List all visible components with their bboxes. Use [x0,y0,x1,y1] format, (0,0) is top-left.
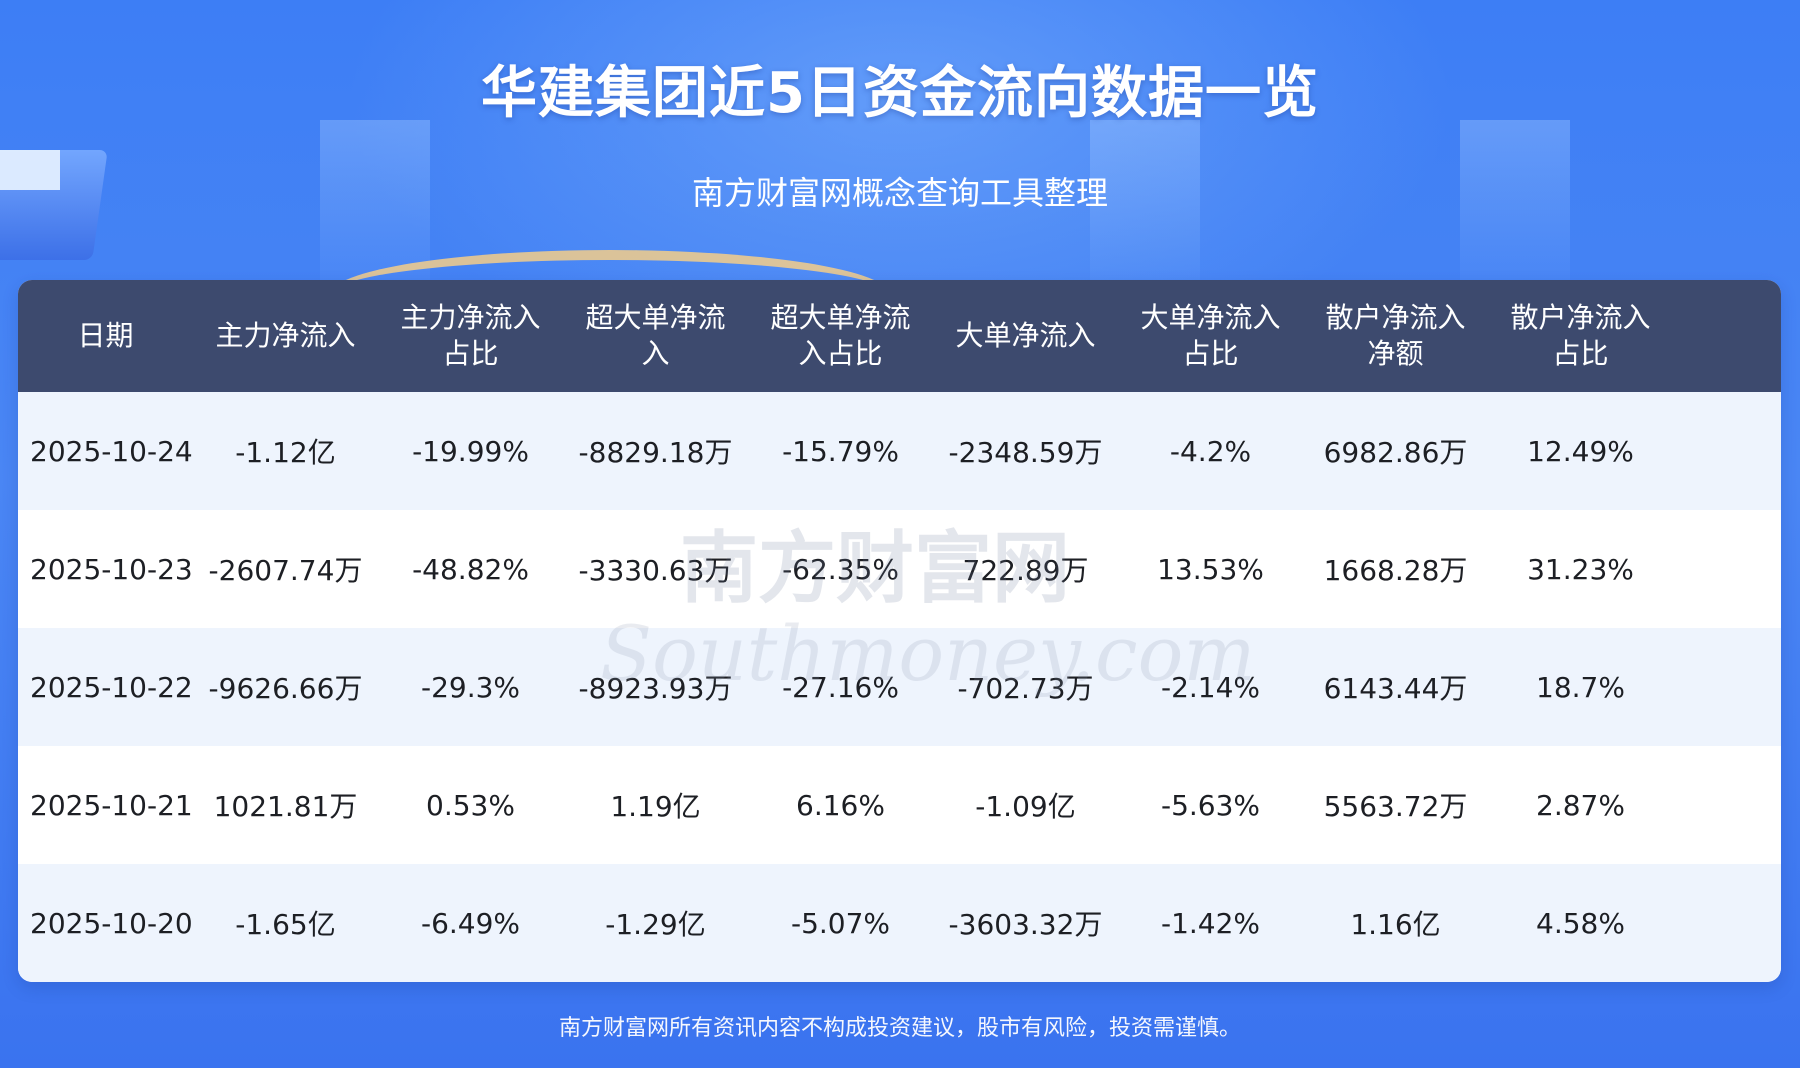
header-date: 日期 [77,319,134,352]
cell-xl-ratio: -27.16% [782,670,899,704]
decorative-panel [1460,120,1570,280]
table-row: 2025-10-22 -9626.66万 -29.3% -8923.93万 -2… [18,628,1781,746]
decorative-panel [1090,120,1200,280]
cell-large-inflow: 722.89万 [962,554,1089,587]
cell-large-ratio: -1.42% [1160,906,1261,940]
cell-retail-inflow: 6982.86万 [1323,436,1468,469]
cell-retail-ratio: 31.23% [1527,552,1634,586]
cell-xl-inflow: 1.19亿 [610,790,701,823]
cell-main-inflow: -2607.74万 [208,554,363,587]
cell-large-inflow: -2348.59万 [948,436,1103,469]
cell-xl-ratio: -5.07% [790,906,891,940]
cell-xl-inflow: -8923.93万 [578,672,733,705]
header-main-ratio: 主力净流入 占比 [400,301,541,370]
table-row: 2025-10-21 1021.81万 0.53% 1.19亿 6.16% -1… [18,746,1781,864]
cell-retail-inflow: 5563.72万 [1323,790,1468,823]
cell-date: 2025-10-21 [30,788,193,822]
cell-main-ratio: -48.82% [412,552,529,586]
cell-xl-inflow: -8829.18万 [578,436,733,469]
decorative-block [0,150,60,190]
cell-retail-ratio: 18.7% [1536,670,1625,704]
page-title: 华建集团近5日资金流向数据一览 [481,61,1319,126]
cell-date: 2025-10-23 [30,552,193,586]
cell-date: 2025-10-22 [30,670,193,704]
table-row: 2025-10-20 -1.65亿 -6.49% -1.29亿 -5.07% -… [18,864,1781,982]
header-xl-inflow: 超大单净流 入 [585,301,726,370]
cell-main-ratio: -29.3% [420,670,521,704]
cell-large-ratio: -5.63% [1160,788,1261,822]
cell-large-inflow: -1.09亿 [975,790,1076,823]
cell-main-ratio: -19.99% [412,434,529,468]
cell-retail-ratio: 4.58% [1536,906,1625,940]
cell-large-ratio: -4.2% [1169,434,1252,468]
cell-xl-ratio: -15.79% [782,434,899,468]
cell-retail-inflow: 1.16亿 [1350,908,1441,941]
page-subtitle: 南方财富网概念查询工具整理 [691,174,1108,212]
cell-main-inflow: -1.65亿 [235,908,336,941]
cell-xl-inflow: -1.29亿 [605,908,706,941]
cell-retail-inflow: 1668.28万 [1323,554,1468,587]
cell-retail-ratio: 2.87% [1536,788,1625,822]
header-main-inflow: 主力净流入 [215,319,356,352]
cell-xl-inflow: -3330.63万 [578,554,733,587]
header-retail-ratio: 散户净流入 占比 [1510,301,1651,370]
cell-date: 2025-10-24 [30,434,193,468]
header-large-ratio: 大单净流入 占比 [1140,301,1281,370]
cell-large-ratio: 13.53% [1157,552,1264,586]
table-header: 日期 主力净流入 主力净流入 占比 超大单净流 入 超大单净流 入占比 大单净流… [18,280,1781,392]
cell-main-ratio: 0.53% [426,788,515,822]
decorative-panel [320,120,430,280]
cell-large-inflow: -3603.32万 [948,908,1103,941]
cell-main-inflow: -1.12亿 [235,436,336,469]
table-row: 2025-10-24 -1.12亿 -19.99% -8829.18万 -15.… [18,392,1781,510]
cell-main-inflow: -9626.66万 [208,672,363,705]
data-table-card: 日期 主力净流入 主力净流入 占比 超大单净流 入 超大单净流 入占比 大单净流… [18,280,1781,982]
header-xl-ratio: 超大单净流 入占比 [770,301,911,370]
cell-large-ratio: -2.14% [1160,670,1261,704]
header-retail-inflow: 散户净流入 净额 [1325,301,1466,370]
table-row: 2025-10-23 -2607.74万 -48.82% -3330.63万 -… [18,510,1781,628]
cell-date: 2025-10-20 [30,906,193,940]
cell-retail-ratio: 12.49% [1527,434,1634,468]
header-large-inflow: 大单净流入 [955,319,1096,352]
cell-main-inflow: 1021.81万 [213,790,358,823]
cell-main-ratio: -6.49% [420,906,521,940]
decorative-arc [330,250,890,340]
cell-xl-ratio: -62.35% [782,552,899,586]
cell-large-inflow: -702.73万 [957,672,1094,705]
cell-retail-inflow: 6143.44万 [1323,672,1468,705]
cell-xl-ratio: 6.16% [796,788,885,822]
disclaimer-footer: 南方财富网所有资讯内容不构成投资建议，股市有风险，投资需谨慎。 [558,1016,1241,1041]
